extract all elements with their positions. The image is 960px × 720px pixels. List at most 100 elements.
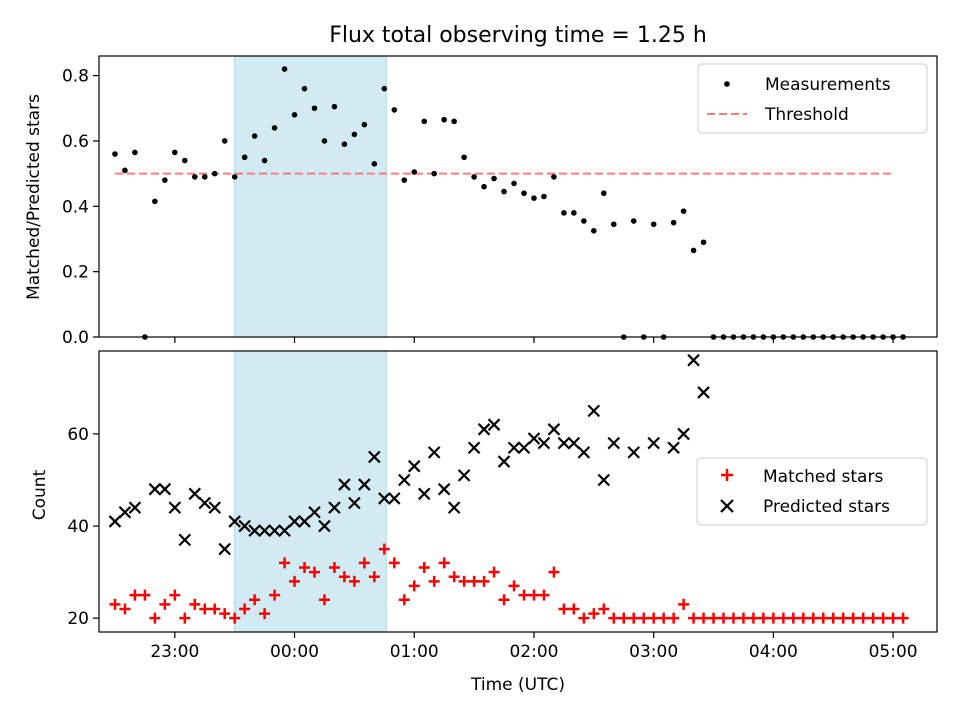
chart-title: Flux total observing time = 1.25 h <box>329 23 707 48</box>
matched-star-marker <box>528 589 540 601</box>
predicted-star-marker <box>128 501 142 514</box>
predicted-star-marker <box>328 501 341 514</box>
predicted-star-marker <box>178 533 192 547</box>
y-tick-label: 0.8 <box>62 67 89 87</box>
matched-star-marker <box>708 612 720 624</box>
measurement-point <box>291 112 298 118</box>
matched-star-marker <box>149 612 161 624</box>
matched-star-marker <box>837 612 849 624</box>
measurement-point <box>650 221 657 228</box>
predicted-star-marker <box>457 469 471 482</box>
measurement-point <box>561 210 567 216</box>
predicted-star-marker <box>338 478 351 491</box>
matched-star-marker <box>169 589 181 601</box>
measurement-point <box>132 149 138 156</box>
predicted-star-marker <box>198 496 212 510</box>
legend-predicted-label: Predicted stars <box>763 497 890 517</box>
bottom-y-axis-label: Count <box>30 469 50 520</box>
matched-star-marker <box>598 603 610 615</box>
predicted-star-marker <box>308 505 321 519</box>
predicted-star-marker <box>318 519 331 533</box>
predicted-star-marker <box>148 482 162 496</box>
measurement-point <box>162 177 168 183</box>
predicted-star-marker <box>447 501 461 514</box>
measurement-point <box>281 66 288 72</box>
matched-star-marker <box>478 575 490 587</box>
matched-star-marker <box>588 608 600 620</box>
predicted-star-marker <box>547 423 561 436</box>
matched-star-marker <box>398 594 410 606</box>
matched-star-marker <box>797 612 809 624</box>
matched-star-marker <box>618 612 630 624</box>
measurement-point <box>600 190 607 197</box>
matched-star-marker <box>219 608 231 620</box>
predicted-star-marker <box>218 542 231 556</box>
matched-star-marker <box>747 612 759 624</box>
measurement-point <box>251 133 258 139</box>
matched-star-marker <box>348 575 360 587</box>
x-tick-label: 05:00 <box>869 642 918 662</box>
matched-star-marker <box>318 594 330 606</box>
bottom-legend-box <box>696 457 928 526</box>
top-x-ticks <box>174 337 894 343</box>
bottom-legend: Matched stars Predicted stars <box>696 457 928 526</box>
predicted-star-marker <box>248 524 261 537</box>
measurement-point <box>331 103 338 110</box>
legend-predicted-marker <box>720 499 734 513</box>
measurement-point <box>411 169 418 175</box>
matched-star-marker <box>807 612 819 624</box>
predicted-star-marker <box>427 446 441 459</box>
matched-star-marker <box>548 566 560 578</box>
measurement-point <box>670 219 677 226</box>
measurement-point <box>630 218 637 224</box>
predicted-star-marker <box>467 441 481 455</box>
measurement-point <box>431 170 438 177</box>
predicted-star-marker <box>497 455 511 468</box>
predicted-star-marker <box>417 487 431 501</box>
predicted-star-marker <box>567 436 581 450</box>
measurement-point <box>152 198 158 205</box>
measurement-point <box>172 149 178 156</box>
matched-star-marker <box>328 562 340 574</box>
predicted-star-marker <box>108 515 122 528</box>
matched-star-marker <box>608 612 620 624</box>
measurement-point <box>311 105 318 112</box>
matched-star-marker <box>249 594 261 606</box>
matched-star-marker <box>777 612 789 624</box>
matched-star-marker <box>488 566 500 578</box>
x-tick-label: 03:00 <box>629 642 678 662</box>
bottom-y-ticks: 20 40 60 <box>67 425 99 629</box>
predicted-star-marker <box>437 482 451 496</box>
predicted-star-marker <box>647 436 660 450</box>
matched-star-marker <box>239 603 251 615</box>
measurement-point <box>481 183 487 190</box>
measurement-point <box>361 121 368 128</box>
matched-star-marker <box>688 612 700 624</box>
matched-star-marker <box>119 603 131 615</box>
matched-star-marker <box>847 612 859 624</box>
matched-star-marker <box>887 612 899 624</box>
predicted-star-marker <box>477 423 491 436</box>
measurement-point <box>381 85 388 92</box>
matched-star-marker <box>757 612 769 624</box>
matched-star-marker <box>229 612 241 624</box>
measurement-point <box>690 247 697 254</box>
matched-star-marker <box>358 557 370 569</box>
matched-star-marker <box>428 575 440 587</box>
top-panel: 0.00.20.40.60.8 Matched/Predicted stars … <box>24 55 938 348</box>
measurement-point <box>221 138 228 144</box>
predicted-star-marker <box>407 459 421 473</box>
matched-star-marker <box>727 612 739 624</box>
predicted-star-marker <box>278 524 291 537</box>
measurement-point <box>351 131 358 138</box>
measurement-point <box>341 141 348 148</box>
matched-star-marker <box>338 571 350 583</box>
measurement-point <box>301 85 308 92</box>
measurement-point <box>112 151 118 157</box>
legend-matched-marker <box>721 469 733 481</box>
matched-star-marker <box>867 612 879 624</box>
measurement-point <box>122 167 128 174</box>
predicted-star-marker <box>258 524 271 537</box>
measurement-point <box>241 154 248 161</box>
matched-star-marker <box>308 566 320 578</box>
